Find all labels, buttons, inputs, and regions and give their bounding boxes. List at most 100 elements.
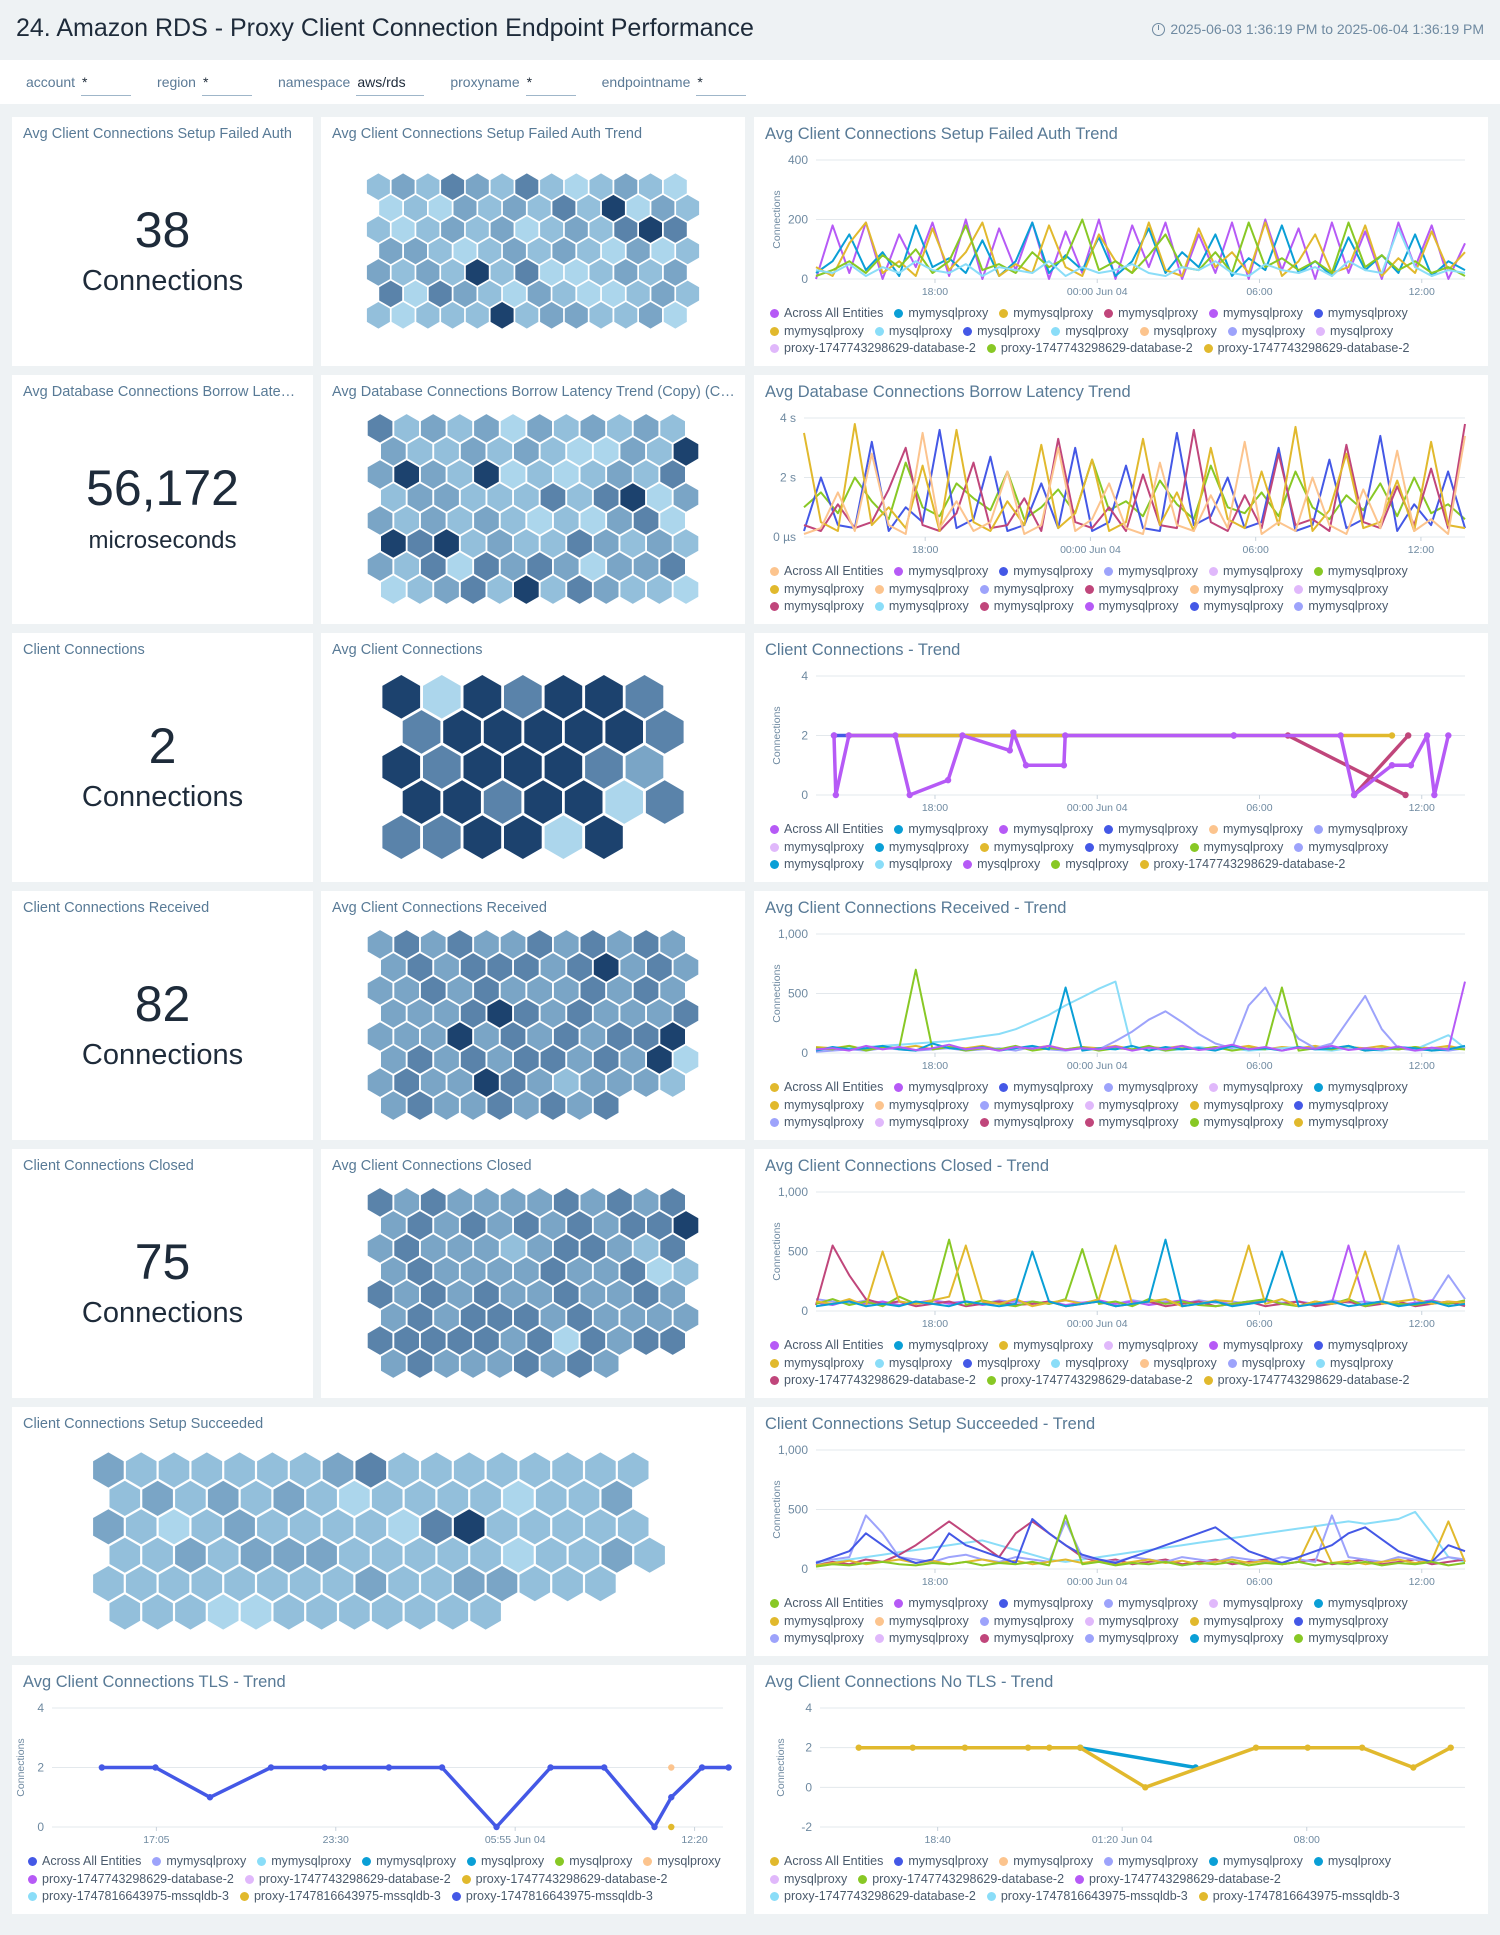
honeycomb-cell[interactable]: [367, 1022, 393, 1051]
honeycomb-cell[interactable]: [620, 1257, 646, 1286]
honeycomb-cell[interactable]: [434, 1257, 459, 1286]
honeycomb-cell[interactable]: [601, 237, 625, 265]
legend-item[interactable]: mysqlproxy: [643, 1853, 721, 1871]
honeycomb-cell[interactable]: [416, 173, 440, 200]
honeycomb-cell[interactable]: [617, 1509, 649, 1545]
honeycomb-cell[interactable]: [673, 529, 699, 558]
legend-item[interactable]: mymysqlproxy: [999, 1079, 1093, 1097]
honeycomb-cell[interactable]: [339, 1537, 370, 1573]
honeycomb-cell[interactable]: [601, 1480, 633, 1516]
honeycomb-cell[interactable]: [142, 1537, 173, 1573]
honeycomb-cell[interactable]: [367, 414, 393, 443]
honeycomb-cell[interactable]: [382, 815, 421, 859]
honeycomb-cell[interactable]: [527, 414, 552, 443]
data-point[interactable]: [961, 1744, 969, 1751]
series-line[interactable]: [803, 423, 1466, 532]
honeycomb-cell[interactable]: [420, 1188, 446, 1217]
honeycomb-cell[interactable]: [660, 1188, 685, 1217]
honeycomb-cell[interactable]: [564, 259, 588, 286]
data-point[interactable]: [1046, 1744, 1053, 1751]
honeycomb-cell[interactable]: [504, 675, 542, 719]
honeycomb-cell[interactable]: [447, 1068, 473, 1097]
honeycomb-cell[interactable]: [207, 1594, 239, 1630]
data-point[interactable]: [1410, 1764, 1417, 1771]
honeycomb-cell[interactable]: [420, 1234, 446, 1263]
honeycomb-cell[interactable]: [552, 1566, 583, 1602]
honeycomb-cell[interactable]: [367, 1326, 393, 1355]
honeycomb-cell[interactable]: [142, 1594, 173, 1630]
legend-item[interactable]: mymysqlproxy: [1208, 305, 1303, 323]
honeycomb-cell[interactable]: [567, 1091, 592, 1120]
data-point[interactable]: [385, 1764, 393, 1771]
honeycomb-cell[interactable]: [625, 675, 664, 719]
honeycomb-cell[interactable]: [407, 1091, 433, 1120]
honeycomb-cell[interactable]: [633, 1280, 659, 1309]
honeycomb-cell[interactable]: [289, 1566, 321, 1602]
honeycomb-cell[interactable]: [527, 506, 552, 535]
legend-item[interactable]: mymysqlproxy: [1208, 821, 1303, 839]
honeycomb-cell[interactable]: [645, 710, 684, 754]
honeycomb-cell[interactable]: [567, 953, 592, 982]
honeycomb-cell[interactable]: [273, 1537, 305, 1573]
honeycomb-cell[interactable]: [460, 953, 486, 982]
honeycomb-cell[interactable]: [580, 1188, 606, 1217]
honeycomb-cell[interactable]: [474, 976, 499, 1005]
honeycomb-cell[interactable]: [93, 1566, 124, 1602]
honeycomb-cell[interactable]: [109, 1537, 141, 1573]
honeycomb-cell[interactable]: [407, 953, 433, 982]
honeycomb-cell[interactable]: [367, 1234, 393, 1263]
honeycomb-cell[interactable]: [257, 1566, 288, 1602]
honeycomb-cell[interactable]: [388, 1566, 419, 1602]
honeycomb-cell[interactable]: [394, 552, 419, 581]
honeycomb-cell[interactable]: [607, 1188, 632, 1217]
data-point[interactable]: [152, 1764, 159, 1771]
honeycomb-cell[interactable]: [416, 216, 440, 243]
legend-item[interactable]: Across All Entities: [28, 1853, 141, 1871]
honeycomb-cell[interactable]: [527, 237, 551, 265]
honeycomb-cell[interactable]: [620, 1303, 646, 1332]
honeycomb-cell[interactable]: [607, 506, 632, 535]
honeycomb-cell[interactable]: [175, 1537, 206, 1573]
legend-item[interactable]: mymysqlproxy: [979, 1613, 1074, 1631]
honeycomb-cell[interactable]: [381, 1091, 406, 1120]
honeycomb-cell[interactable]: [620, 1045, 646, 1074]
honeycomb-cell[interactable]: [322, 1566, 354, 1602]
honeycomb-cell[interactable]: [487, 1349, 513, 1378]
honeycomb-cell[interactable]: [486, 1566, 518, 1602]
honeycomb-cell[interactable]: [420, 976, 446, 1005]
honeycomb-cell[interactable]: [240, 1594, 272, 1630]
honeycomb-cell[interactable]: [434, 483, 459, 512]
honeycomb-cell[interactable]: [109, 1480, 141, 1516]
data-point[interactable]: [725, 1764, 732, 1771]
honeycomb-cell[interactable]: [605, 710, 643, 754]
honeycomb-cell[interactable]: [487, 1045, 513, 1074]
honeycomb-cell[interactable]: [240, 1537, 272, 1573]
honeycomb-cell[interactable]: [407, 1349, 433, 1378]
honeycomb-cell[interactable]: [273, 1594, 305, 1630]
honeycomb-cell[interactable]: [553, 1068, 579, 1097]
honeycomb-cell[interactable]: [567, 999, 592, 1028]
data-point[interactable]: [959, 732, 966, 739]
honeycomb-cell[interactable]: [191, 1452, 223, 1488]
honeycomb-cell[interactable]: [527, 1234, 552, 1263]
honeycomb-cell[interactable]: [614, 216, 638, 243]
honeycomb-cell[interactable]: [567, 1303, 592, 1332]
honeycomb-cell[interactable]: [589, 216, 613, 243]
honeycomb-cell[interactable]: [460, 1091, 486, 1120]
honeycomb-cell[interactable]: [580, 552, 606, 581]
data-point[interactable]: [438, 1764, 446, 1771]
honeycomb-cell[interactable]: [580, 976, 606, 1005]
legend-item[interactable]: proxy-1747743298629-database-2: [1203, 340, 1409, 358]
legend-item[interactable]: mymysqlproxy: [1313, 1337, 1408, 1355]
honeycomb-cell[interactable]: [306, 1594, 337, 1630]
legend-item[interactable]: mymysqlproxy: [1104, 1337, 1198, 1355]
honeycomb-cell[interactable]: [515, 216, 539, 243]
honeycomb-cell[interactable]: [478, 237, 502, 265]
honeycomb-cell[interactable]: [421, 1452, 452, 1488]
honeycomb-cell[interactable]: [478, 280, 502, 308]
series-line[interactable]: [815, 968, 1466, 1052]
data-point[interactable]: [845, 732, 853, 739]
series-line[interactable]: [815, 986, 1466, 1053]
honeycomb-cell[interactable]: [601, 280, 625, 308]
honeycomb-cell[interactable]: [460, 1045, 486, 1074]
